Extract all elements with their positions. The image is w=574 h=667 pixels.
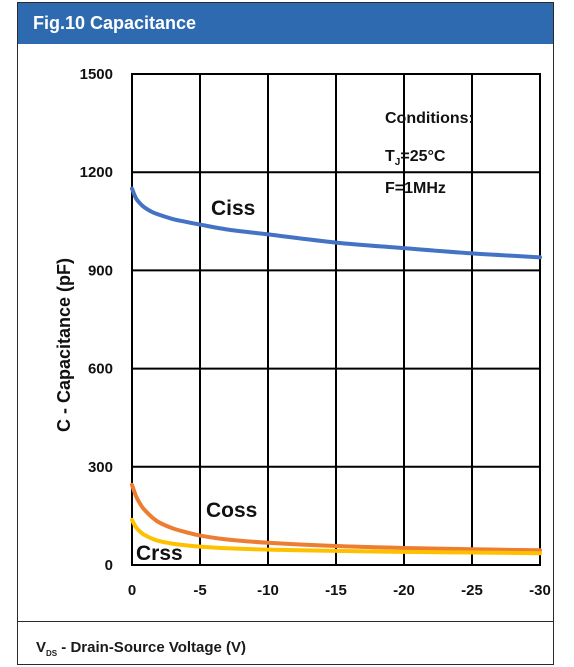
x-axis-label-subscript: DS xyxy=(46,649,58,658)
x-axis-label-suffix: - Drain-Source Voltage (V) xyxy=(57,639,247,656)
conditions-temperature: TJ=25°C xyxy=(385,148,446,168)
series-line-ciss xyxy=(130,186,542,260)
conditions-temperature-sub: J xyxy=(395,157,401,168)
y-axis-label: C - Capacitance (pF) xyxy=(54,258,74,432)
conditions-frequency: F=1MHz xyxy=(385,180,446,197)
y-tick-label: 300 xyxy=(88,459,113,476)
figure-title: Fig.10 Capacitance xyxy=(18,3,553,44)
series-line-coss xyxy=(130,482,542,553)
x-tick-label: -30 xyxy=(529,582,551,599)
x-tick-label: -15 xyxy=(325,582,347,599)
conditions-temperature-suffix: =25°C xyxy=(400,148,446,165)
tick-labels: 0 -5 -10 -15 -20 -25 -30 0 300 600 900 1200 1500 xyxy=(80,66,551,599)
conditions-box: Conditions: TJ=25°C F=1MHz xyxy=(385,110,474,197)
y-tick-label: 0 xyxy=(105,557,113,574)
conditions-heading: Conditions: xyxy=(385,110,474,127)
x-axis-label-prefix: V xyxy=(36,639,47,656)
x-axis-label: VDS - Drain-Source Voltage (V) xyxy=(36,639,246,658)
y-tick-label: 1500 xyxy=(80,66,113,83)
x-tick-label: -20 xyxy=(393,582,415,599)
series-line-crss xyxy=(130,517,542,556)
x-tick-label: -10 xyxy=(257,582,279,599)
series-label-coss: Coss xyxy=(206,499,257,522)
y-tick-label: 1200 xyxy=(80,164,113,181)
figure-frame: Fig.10 Capacitance VDS - Drain-Source Vo… xyxy=(17,2,554,665)
y-tick-label: 600 xyxy=(88,361,113,378)
x-tick-label: -5 xyxy=(193,582,206,599)
conditions-temperature-prefix: T xyxy=(385,148,395,165)
series-label-crss: Crss xyxy=(136,542,183,565)
grid xyxy=(131,73,541,566)
y-tick-label: 900 xyxy=(88,262,113,279)
series-label-ciss: Ciss xyxy=(211,197,255,220)
series-lines xyxy=(130,186,542,556)
x-tick-label: 0 xyxy=(128,582,136,599)
footer-divider xyxy=(18,621,553,622)
x-tick-label: -25 xyxy=(461,582,483,599)
